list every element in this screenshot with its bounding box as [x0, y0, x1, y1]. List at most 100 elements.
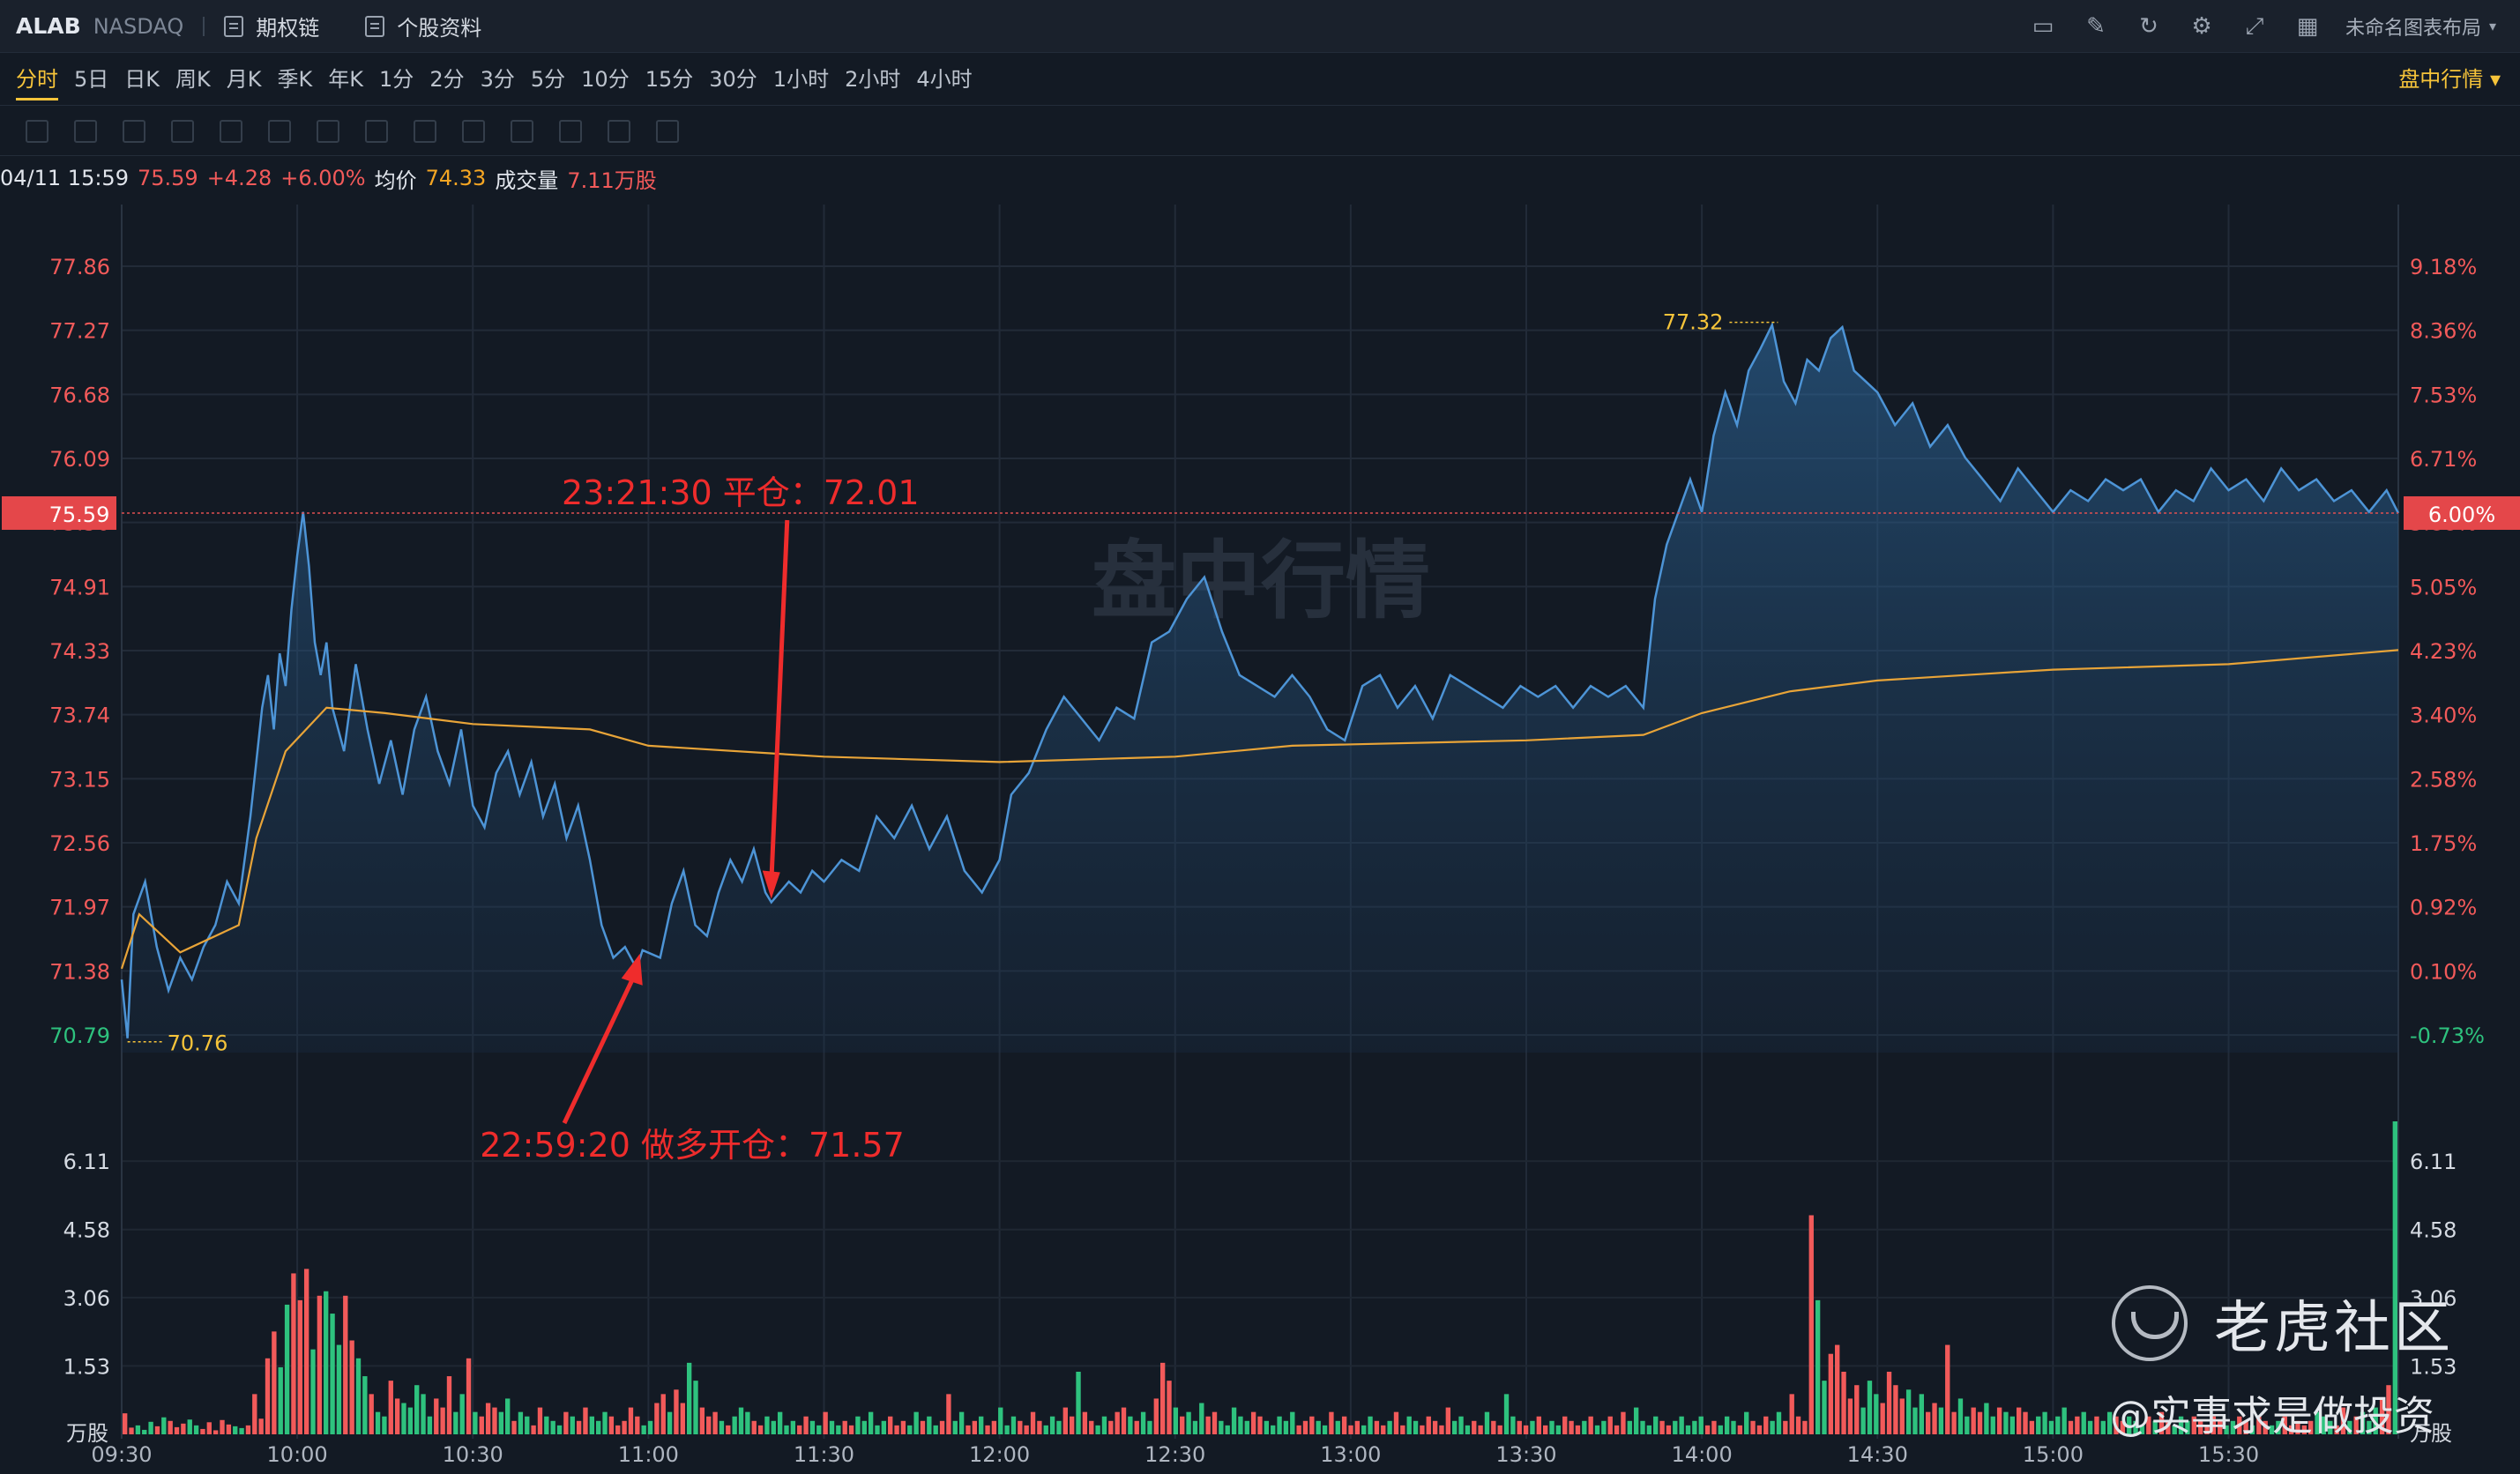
tab-period-2[interactable]: 日K — [124, 66, 160, 92]
exchange: NASDAQ — [93, 13, 184, 39]
volume-bar — [1497, 1425, 1502, 1434]
volume-bar — [1912, 1407, 1918, 1434]
tab-period-6[interactable]: 年K — [328, 66, 364, 92]
volume-bar — [1381, 1425, 1386, 1434]
copy-icon[interactable] — [608, 119, 630, 143]
volume-bar — [252, 1394, 257, 1434]
volume-bar — [1037, 1420, 1042, 1434]
high-marker-label: 77.32 — [1663, 310, 1724, 335]
layout-selector[interactable]: 未命名图表布局 — [2345, 18, 2481, 40]
volume-bar — [1354, 1420, 1361, 1434]
volume-bar — [570, 1416, 575, 1434]
volume-bar — [660, 1394, 666, 1434]
tab-period-15[interactable]: 2小时 — [845, 66, 901, 92]
tab-period-9[interactable]: 3分 — [480, 66, 515, 92]
volume-bar — [1271, 1425, 1276, 1434]
volume-bar — [712, 1411, 718, 1434]
edit-icon[interactable]: ✎ — [2086, 13, 2106, 40]
annotation-open: 22:59:20 做多开仓：71.57 — [480, 1126, 905, 1165]
volume-bar — [1984, 1403, 1989, 1434]
volume-bar — [868, 1411, 874, 1434]
volume-bar — [784, 1425, 789, 1434]
measure-tool-icon[interactable] — [365, 119, 388, 143]
volume-bar — [1841, 1372, 1846, 1434]
cursor-tool-icon[interactable] — [220, 119, 242, 143]
volume-bar — [1199, 1403, 1204, 1434]
volume-bar — [2334, 1425, 2339, 1434]
pct-tick-label: 0.10% — [2410, 959, 2477, 984]
volume-bar — [181, 1423, 186, 1434]
volume-bar — [2166, 1420, 2171, 1434]
tab-period-4[interactable]: 月K — [226, 66, 262, 92]
gear-icon[interactable]: ⚙ — [2191, 13, 2212, 40]
tab-period-12[interactable]: 15分 — [645, 66, 694, 92]
fullscreen-icon[interactable]: ⤢ — [2245, 13, 2264, 40]
volume-tick-label-right: 1.53 — [2410, 1354, 2457, 1379]
volume-bar — [135, 1425, 141, 1434]
tab-period-3[interactable]: 周K — [175, 66, 211, 92]
market-session-selector[interactable]: 盘中行情 ▾ — [2398, 67, 2501, 92]
volume-bar — [1140, 1411, 1146, 1434]
brush-icon[interactable] — [414, 119, 436, 143]
volume-bar — [583, 1407, 588, 1434]
rect-tool-icon[interactable] — [74, 119, 97, 143]
symbol[interactable]: ALAB — [16, 13, 81, 39]
text-tool-icon[interactable] — [268, 119, 291, 143]
options-chain-link[interactable]: 期权链 — [224, 11, 319, 41]
volume-bar — [1926, 1411, 1931, 1434]
tab-period-0[interactable]: 分时 — [16, 53, 58, 106]
volume-bar — [1783, 1420, 1788, 1434]
volume-bar — [168, 1420, 173, 1434]
trash-icon[interactable] — [656, 119, 679, 143]
fib-tool-icon[interactable] — [171, 119, 194, 143]
pattern-tool-icon[interactable] — [123, 119, 145, 143]
tab-period-10[interactable]: 5分 — [530, 66, 566, 92]
volume-bar — [1322, 1425, 1328, 1434]
volume-bar — [686, 1362, 692, 1434]
intraday-chart[interactable]: 盘中行情77.8677.2776.6876.0975.5074.9174.337… — [0, 196, 2520, 1474]
volume-bar — [757, 1425, 764, 1434]
line-tool-icon[interactable] — [26, 119, 48, 143]
indicator-icon[interactable]: ▭ — [2032, 13, 2054, 40]
volume-bar — [1808, 1215, 1814, 1434]
magnet-icon[interactable] — [559, 119, 582, 143]
volume-bar — [848, 1425, 854, 1434]
tab-period-13[interactable]: 30分 — [709, 66, 757, 92]
volume-bar — [972, 1420, 978, 1434]
tab-period-14[interactable]: 1小时 — [772, 66, 830, 92]
image-tool-icon[interactable] — [317, 119, 339, 143]
volume-bar — [1549, 1420, 1554, 1434]
volume-bar — [1847, 1398, 1853, 1434]
volume-bar — [2360, 1411, 2366, 1434]
tab-period-11[interactable]: 10分 — [581, 66, 630, 92]
volume-bar — [1472, 1420, 1477, 1434]
chevron-down-icon[interactable]: ▾ — [2488, 18, 2497, 34]
tab-period-8[interactable]: 2分 — [429, 66, 465, 92]
volume-bar — [1555, 1425, 1562, 1434]
volume-bar — [680, 1403, 685, 1434]
volume-bar — [2269, 1425, 2275, 1434]
stock-profile-link[interactable]: 个股资料 — [365, 11, 481, 41]
lock-icon[interactable] — [462, 119, 485, 143]
volume-bar — [1018, 1420, 1023, 1434]
tab-period-1[interactable]: 5日 — [74, 66, 109, 92]
volume-bar — [453, 1411, 459, 1434]
volume-bar — [1731, 1420, 1736, 1434]
volume-bar — [1874, 1394, 1879, 1434]
pct-tick-label: 0.92% — [2410, 896, 2477, 920]
volume-bar — [900, 1420, 906, 1434]
volume-bar — [2353, 1416, 2359, 1434]
tab-period-5[interactable]: 季K — [277, 66, 313, 92]
grid-layout-icon[interactable]: ▦ — [2296, 13, 2319, 40]
volume-bar — [459, 1394, 465, 1434]
eye-icon[interactable] — [511, 119, 533, 143]
volume-bar — [1458, 1416, 1464, 1434]
tab-period-7[interactable]: 1分 — [379, 66, 414, 92]
tab-period-16[interactable]: 4小时 — [916, 66, 973, 92]
tiger-logo-icon — [2112, 1285, 2188, 1361]
volume-bar — [1588, 1416, 1593, 1434]
refresh-icon[interactable]: ↻ — [2139, 13, 2158, 40]
volume-bar — [1517, 1420, 1522, 1434]
volume-bar — [745, 1411, 750, 1434]
volume-bar — [343, 1295, 348, 1434]
